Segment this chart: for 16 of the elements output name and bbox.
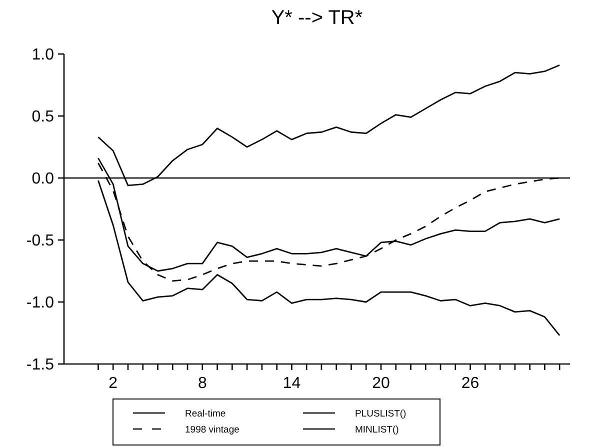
y-tick-label: -1.5 [26, 356, 54, 374]
x-tick-label: 8 [198, 375, 207, 392]
y-tick-label: 0.5 [32, 108, 54, 126]
legend-label: PLUSLIST() [355, 408, 406, 420]
y-tick-label: 0.0 [32, 170, 54, 188]
chart-title: Y* --> TR* [271, 7, 363, 29]
x-tick-label: 14 [282, 375, 301, 392]
legend-label: 1998 vintage [185, 424, 240, 436]
y-tick-label: -1.0 [26, 294, 54, 312]
x-tick-label: 20 [372, 375, 390, 392]
y-tick-label: -0.5 [26, 232, 54, 250]
legend-label: Real-time [185, 408, 226, 420]
y-tick-label: 1.0 [32, 46, 54, 64]
legend-label: MINLIST() [355, 424, 399, 436]
x-tick-label: 26 [461, 375, 480, 392]
x-tick-label: 2 [108, 375, 118, 392]
